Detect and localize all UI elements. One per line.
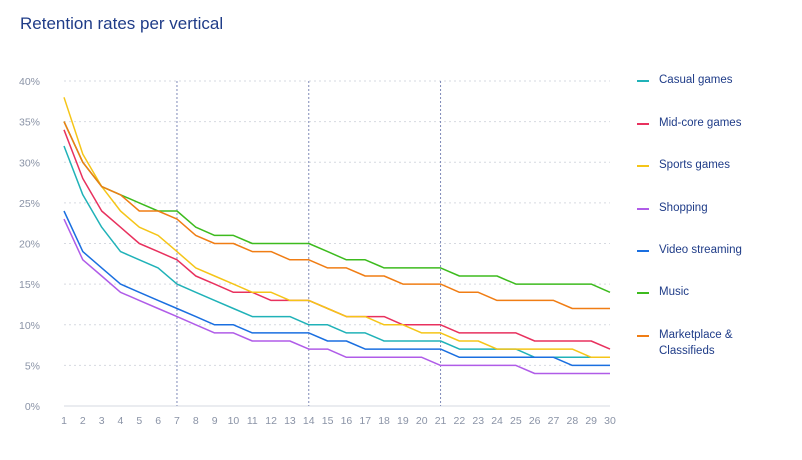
x-tick-label: 16 <box>341 415 353 427</box>
x-tick-label: 14 <box>303 415 315 427</box>
x-tick-label: 29 <box>585 415 597 427</box>
x-tick-label: 7 <box>174 415 180 427</box>
x-tick-label: 13 <box>284 415 296 427</box>
series-line-video-streaming <box>63 210 610 367</box>
x-tick-label: 9 <box>212 415 218 427</box>
x-tick-label: 5 <box>136 415 142 427</box>
x-tick-label: 1 <box>61 415 67 427</box>
legend-item: Music <box>637 284 779 300</box>
series-line-shopping <box>63 218 610 375</box>
legend-label: Marketplace & Classifieds <box>659 329 733 357</box>
x-tick-label: 26 <box>529 415 541 427</box>
x-tick-label: 4 <box>118 415 124 427</box>
legend-item: Video streaming <box>637 242 779 258</box>
legend-label: Music <box>659 286 690 298</box>
legend-label: Casual games <box>659 74 733 86</box>
series-lines <box>63 97 611 375</box>
x-tick-label: 28 <box>567 415 579 427</box>
x-tick-label: 8 <box>193 415 199 427</box>
y-tick-label: 40% <box>19 76 40 88</box>
x-tick-label: 21 <box>435 415 447 427</box>
x-tick-label: 20 <box>416 415 428 427</box>
x-tick-label: 6 <box>155 415 161 427</box>
y-tick-label: 25% <box>19 198 40 210</box>
legend-item: Sports games <box>637 157 779 173</box>
legend-label: Shopping <box>659 202 708 214</box>
x-tick-label: 17 <box>359 415 371 427</box>
legend-swatch <box>637 208 649 210</box>
y-tick-label: 10% <box>19 320 40 332</box>
y-axis-ticks: 0% 5% 10% 15% 20% 25% 30% 35% 40% <box>19 76 40 413</box>
legend-swatch <box>637 250 649 252</box>
y-tick-label: 15% <box>19 279 40 291</box>
x-tick-label: 10 <box>228 415 240 427</box>
y-tick-label: 30% <box>19 157 40 169</box>
y-tick-label: 0% <box>25 401 40 413</box>
legend-label: Mid-core games <box>659 117 742 129</box>
y-tick-label: 5% <box>25 360 40 372</box>
x-tick-label: 27 <box>548 415 560 427</box>
x-tick-label: 23 <box>472 415 484 427</box>
x-tick-label: 12 <box>265 415 277 427</box>
legend-item: Mid-core games <box>637 115 779 131</box>
x-tick-label: 24 <box>491 415 503 427</box>
x-tick-label: 11 <box>247 415 258 427</box>
legend-swatch <box>637 80 649 82</box>
x-tick-label: 3 <box>99 415 105 427</box>
x-tick-label: 2 <box>80 415 86 427</box>
x-tick-label: 25 <box>510 415 522 427</box>
legend-swatch <box>637 292 649 294</box>
legend-swatch <box>637 123 649 125</box>
legend-item: Shopping <box>637 200 779 216</box>
chart-title: Retention rates per vertical <box>20 14 224 33</box>
series-line-sports-games <box>63 97 610 359</box>
series-line-marketplace-classifieds <box>63 121 610 310</box>
legend-swatch <box>637 165 649 167</box>
legend-item: Casual games <box>637 72 779 88</box>
x-axis-ticks: 1 2 3 4 5 6 7 8 9 10 11 12 13 14 15 16 17 18 19 20 21 22 23 24 2… <box>61 415 616 427</box>
x-tick-label: 22 <box>454 415 466 427</box>
legend-item: Marketplace & Classifieds <box>637 327 779 359</box>
x-tick-label: 19 <box>397 415 409 427</box>
y-tick-label: 35% <box>19 117 40 129</box>
legend-label: Video streaming <box>659 244 742 256</box>
x-tick-label: 18 <box>378 415 390 427</box>
series-line-casual-games <box>63 145 610 359</box>
series-line-music <box>63 121 611 293</box>
x-tick-label: 30 <box>604 415 616 427</box>
legend-label: Sports games <box>659 159 730 171</box>
y-tick-label: 20% <box>19 239 40 251</box>
legend-swatch <box>637 335 649 337</box>
x-tick-label: 15 <box>322 415 334 427</box>
